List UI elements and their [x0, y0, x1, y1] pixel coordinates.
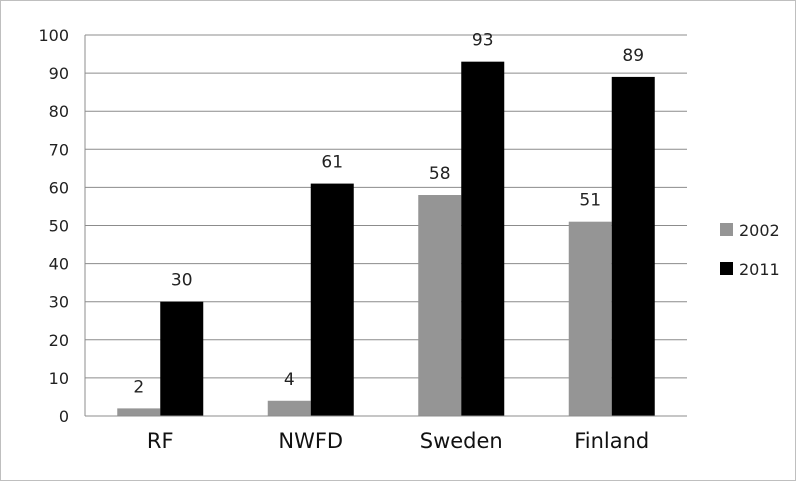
y-tick-label: 40: [49, 255, 69, 274]
legend-label: 2011: [739, 260, 780, 279]
data-label: 58: [429, 164, 451, 184]
y-tick-label: 100: [38, 26, 69, 45]
y-tick-label: 0: [59, 407, 69, 426]
data-label: 51: [579, 191, 601, 211]
bar-2011-rf: [160, 301, 204, 416]
x-tick-label: Finland: [574, 429, 649, 453]
y-tick-label: 90: [49, 64, 69, 83]
y-tick-label: 10: [49, 369, 69, 388]
y-tick-label: 80: [49, 102, 69, 121]
bar-2002-rf: [117, 408, 161, 416]
legend-swatch-2002: [720, 223, 733, 236]
data-label: 30: [171, 271, 193, 291]
y-tick-label: 30: [49, 293, 69, 312]
y-tick-label: 20: [49, 331, 69, 350]
y-tick-label: 50: [49, 217, 69, 236]
bar-2011-finland: [611, 76, 655, 416]
legend-swatch-2011: [720, 262, 733, 275]
x-tick-label: Sweden: [420, 429, 503, 453]
legend-label: 2002: [739, 221, 780, 240]
bar-2002-nwfd: [267, 400, 311, 416]
x-tick-label: NWFD: [278, 429, 343, 453]
bar-2011-sweden: [461, 61, 505, 417]
x-tick-label: RF: [147, 429, 174, 453]
y-tick-label: 60: [49, 178, 69, 197]
data-label: 4: [284, 370, 295, 390]
bar-2011-nwfd: [310, 183, 354, 416]
data-label: 61: [321, 153, 343, 173]
y-tick-label: 70: [49, 140, 69, 159]
data-label: 2: [133, 377, 144, 397]
bar-2002-finland: [568, 221, 612, 416]
data-label: 89: [622, 46, 644, 66]
data-label: 93: [472, 31, 494, 51]
bar-2002-sweden: [418, 195, 462, 416]
